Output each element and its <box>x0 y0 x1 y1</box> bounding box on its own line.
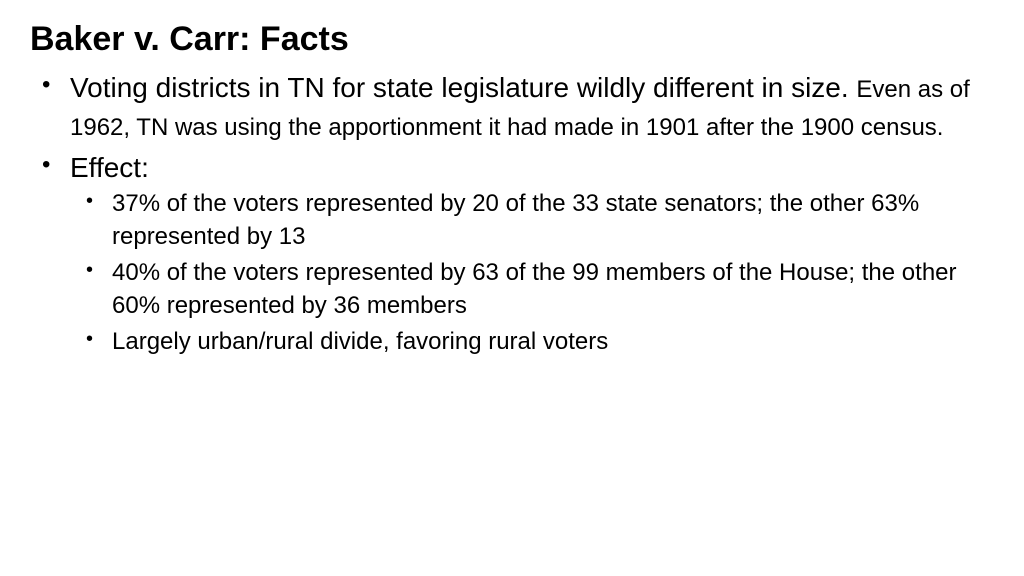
bullet-item-districts: Voting districts in TN for state legisla… <box>70 69 994 145</box>
slide-title: Baker v. Carr: Facts <box>30 20 994 59</box>
bullet-text-main: Voting districts in TN for state legisla… <box>70 72 856 103</box>
bullet-list-level1: Voting districts in TN for state legisla… <box>30 69 994 358</box>
bullet-sub-item: 37% of the voters represented by 20 of t… <box>112 188 994 253</box>
bullet-sub-item: Largely urban/rural divide, favoring rur… <box>112 326 994 358</box>
bullet-text: Effect: <box>70 152 149 183</box>
bullet-item-effect: Effect: 37% of the voters represented by… <box>70 149 994 359</box>
bullet-list-level2: 37% of the voters represented by 20 of t… <box>70 188 994 358</box>
bullet-sub-item: 40% of the voters represented by 63 of t… <box>112 257 994 322</box>
